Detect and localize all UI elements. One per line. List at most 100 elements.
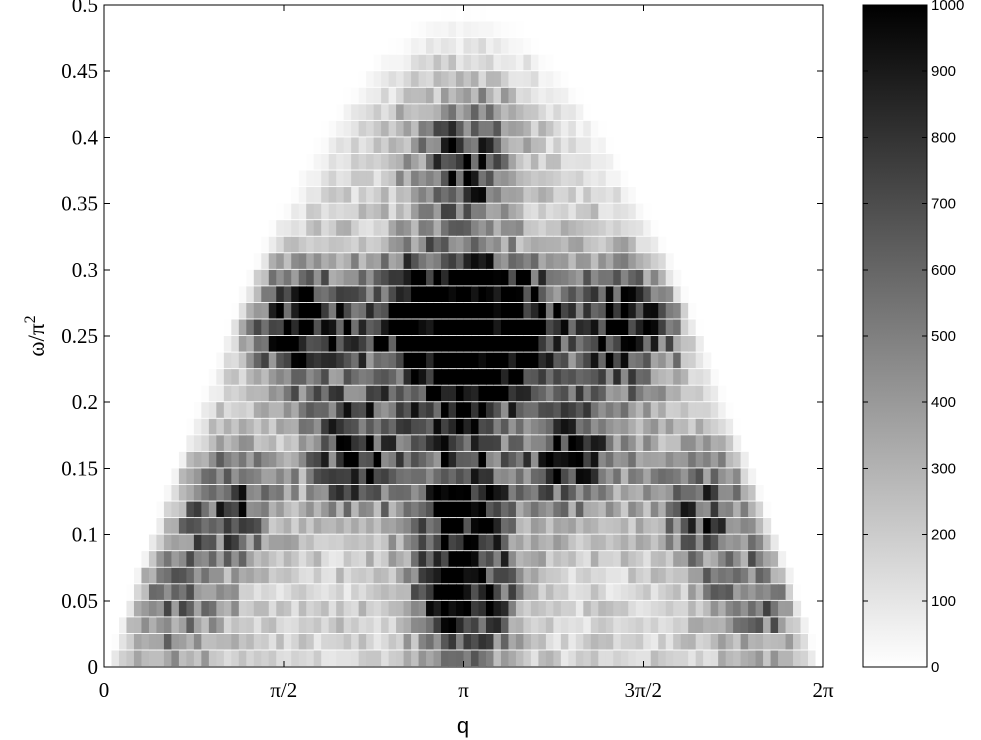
heatmap-cell [471, 270, 479, 286]
heatmap-cell [553, 171, 561, 187]
heatmap-cell [613, 336, 621, 352]
heatmap-cell [636, 270, 644, 286]
heatmap-cell [291, 237, 299, 253]
heatmap-cell [366, 171, 374, 187]
heatmap-cell [426, 584, 434, 600]
heatmap-cell [179, 485, 187, 501]
heatmap-cell [636, 468, 644, 484]
heatmap-cell [329, 121, 337, 137]
heatmap-cell [696, 518, 704, 534]
heatmap-cell [516, 369, 524, 385]
heatmap-cell [636, 204, 644, 220]
heatmap-cell [426, 535, 434, 551]
heatmap-cell [651, 237, 659, 253]
heatmap-cell [396, 88, 404, 104]
heatmap-cell [404, 634, 412, 650]
heatmap-cell [419, 204, 427, 220]
heatmap-cell [411, 419, 419, 435]
heatmap-cell [321, 286, 329, 302]
heatmap-cell [553, 204, 561, 220]
heatmap-cell [523, 551, 531, 567]
heatmap-cell [254, 650, 262, 666]
heatmap-cell [711, 617, 719, 633]
heatmap-cell [291, 617, 299, 633]
heatmap-cell [449, 154, 457, 170]
heatmap-cell [419, 551, 427, 567]
heatmap-cell [531, 104, 539, 120]
heatmap-cell [434, 336, 442, 352]
heatmap-cell [246, 386, 254, 402]
heatmap-cell [471, 104, 479, 120]
heatmap-cell [508, 154, 516, 170]
heatmap-cell [351, 154, 359, 170]
heatmap-cell [306, 303, 314, 319]
heatmap-cell [389, 617, 397, 633]
heatmap-cell [478, 452, 486, 468]
heatmap-cell [449, 171, 457, 187]
heatmap-cell [336, 551, 344, 567]
heatmap-cell [666, 584, 674, 600]
heatmap-cell [239, 369, 247, 385]
heatmap-cell [471, 336, 479, 352]
heatmap-cell [591, 270, 599, 286]
heatmap-cell [261, 369, 269, 385]
heatmap-cell [613, 220, 621, 236]
heatmap-cell [224, 502, 232, 518]
heatmap-cell [336, 154, 344, 170]
heatmap-cell [561, 518, 569, 534]
heatmap-cell [231, 518, 239, 534]
heatmap-cell [628, 518, 636, 534]
heatmap-cell [201, 468, 209, 484]
heatmap-cell [374, 386, 382, 402]
heatmap-cell [576, 452, 584, 468]
heatmap-cell [501, 204, 509, 220]
heatmap-cell [276, 551, 284, 567]
heatmap-cell [636, 253, 644, 269]
heatmap-cell [284, 468, 292, 484]
heatmap-cell [471, 535, 479, 551]
heatmap-cell [291, 468, 299, 484]
heatmap-cell [531, 601, 539, 617]
heatmap-cell [179, 634, 187, 650]
heatmap-cell [231, 502, 239, 518]
heatmap-cell [771, 568, 779, 584]
heatmap-cell [269, 452, 277, 468]
heatmap-cell [291, 319, 299, 335]
heatmap-cell [576, 502, 584, 518]
heatmap-cell [478, 121, 486, 137]
heatmap-cell [681, 485, 689, 501]
heatmap-cell [643, 485, 651, 501]
heatmap-cell [591, 237, 599, 253]
heatmap-cell [501, 601, 509, 617]
heatmap-cell [681, 518, 689, 534]
heatmap-cell [239, 535, 247, 551]
heatmap-cell [396, 319, 404, 335]
heatmap-cell [561, 336, 569, 352]
heatmap-cell [613, 485, 621, 501]
heatmap-cell [778, 568, 786, 584]
heatmap-cell [426, 650, 434, 666]
heatmap-cell [351, 452, 359, 468]
heatmap-cell [449, 204, 457, 220]
heatmap-cell [658, 319, 666, 335]
heatmap-cell [493, 584, 501, 600]
heatmap-cell [456, 71, 464, 87]
heatmap-cell [576, 171, 584, 187]
heatmap-cell [404, 253, 412, 269]
heatmap-cell [374, 535, 382, 551]
heatmap-cell [441, 336, 449, 352]
heatmap-cell [726, 485, 734, 501]
heatmap-cell [516, 137, 524, 153]
heatmap-cell [501, 71, 509, 87]
heatmap-cell [456, 518, 464, 534]
heatmap-cell [239, 353, 247, 369]
heatmap-cell [434, 452, 442, 468]
heatmap-cell [636, 485, 644, 501]
heatmap-cell [576, 485, 584, 501]
heatmap-cell [456, 535, 464, 551]
heatmap-cell [389, 171, 397, 187]
heatmap-cell [396, 303, 404, 319]
heatmap-cell [531, 204, 539, 220]
heatmap-cell [329, 617, 337, 633]
heatmap-cell [508, 286, 516, 302]
